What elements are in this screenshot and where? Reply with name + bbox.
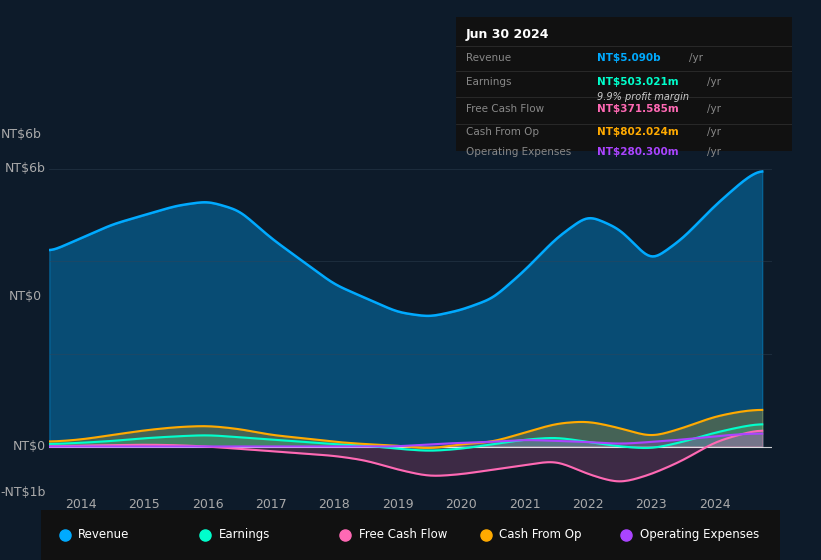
Text: Operating Expenses: Operating Expenses (640, 528, 759, 542)
Text: Free Cash Flow: Free Cash Flow (466, 104, 544, 114)
Text: Jun 30 2024: Jun 30 2024 (466, 27, 549, 40)
Text: Earnings: Earnings (466, 77, 511, 87)
Text: Cash From Op: Cash From Op (499, 528, 581, 542)
Text: NT$6b: NT$6b (5, 162, 46, 175)
Text: Operating Expenses: Operating Expenses (466, 147, 571, 157)
Text: Free Cash Flow: Free Cash Flow (359, 528, 447, 542)
Text: Cash From Op: Cash From Op (466, 127, 539, 137)
Text: NT$802.024m: NT$802.024m (597, 127, 679, 137)
Text: /yr: /yr (689, 53, 703, 63)
Text: /yr: /yr (708, 127, 722, 137)
Text: NT$280.300m: NT$280.300m (597, 147, 679, 157)
Text: NT$371.585m: NT$371.585m (597, 104, 679, 114)
Text: /yr: /yr (708, 104, 722, 114)
Text: /yr: /yr (708, 147, 722, 157)
Text: NT$0: NT$0 (12, 440, 46, 453)
Text: 9.9% profit margin: 9.9% profit margin (597, 92, 689, 102)
Text: -NT$1b: -NT$1b (0, 486, 46, 500)
Text: Earnings: Earnings (218, 528, 270, 542)
Text: NT$6b: NT$6b (1, 128, 42, 141)
Text: NT$0: NT$0 (9, 290, 42, 302)
Text: Revenue: Revenue (78, 528, 130, 542)
Text: NT$5.090b: NT$5.090b (597, 53, 661, 63)
Text: Revenue: Revenue (466, 53, 511, 63)
Text: /yr: /yr (708, 77, 722, 87)
Text: NT$503.021m: NT$503.021m (597, 77, 679, 87)
